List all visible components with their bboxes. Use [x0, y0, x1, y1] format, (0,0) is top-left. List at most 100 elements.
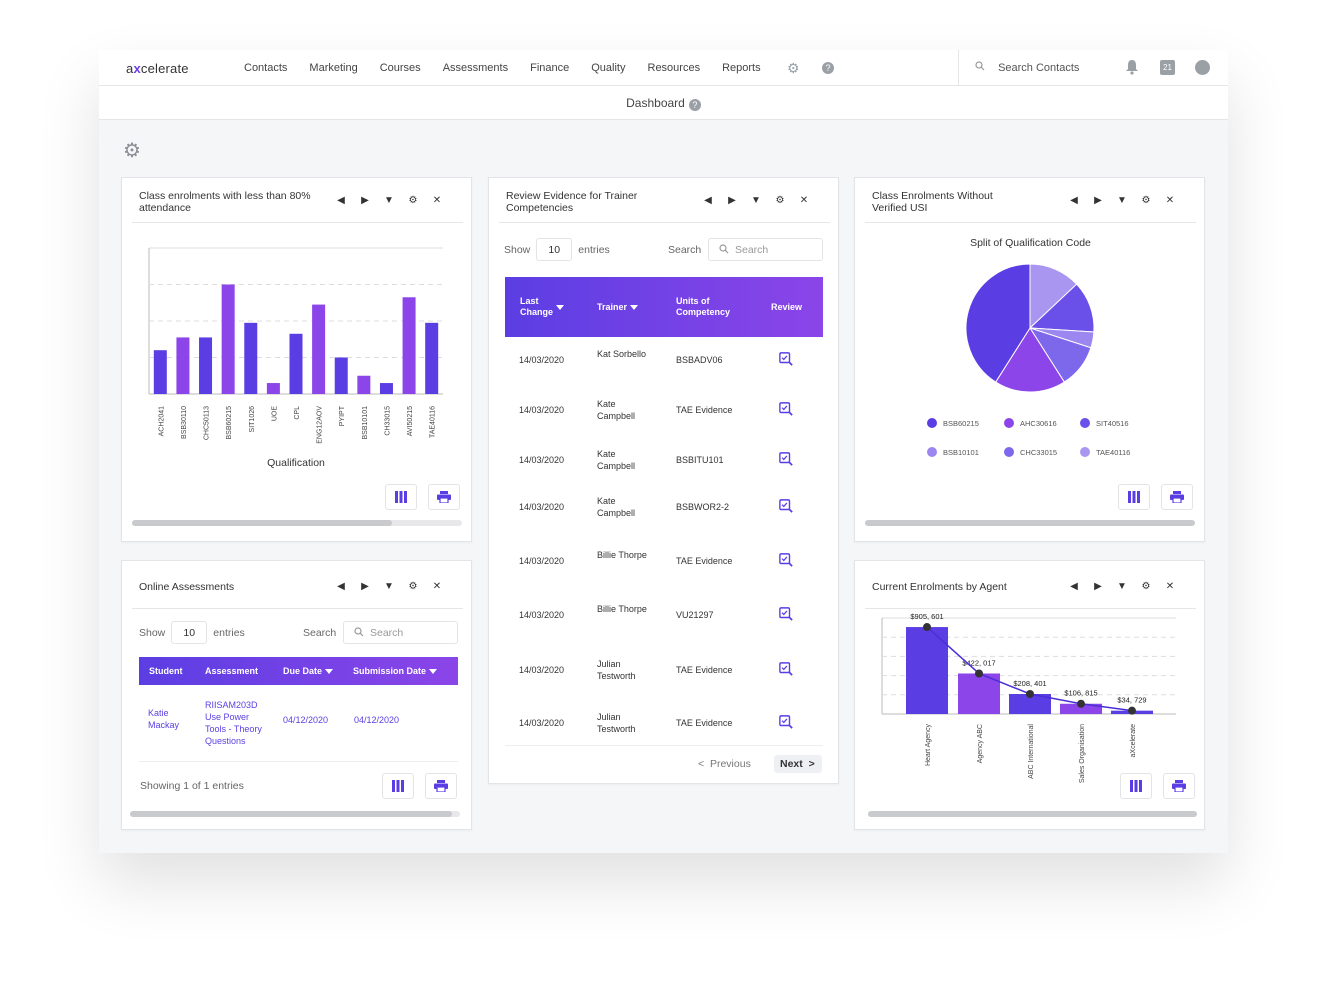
- cell-trainer: Billie Thorpe: [597, 550, 647, 560]
- widget-gear-icon[interactable]: ⚙: [408, 581, 418, 592]
- chevron-down-icon[interactable]: ▼: [384, 581, 394, 592]
- nav-assessments[interactable]: Assessments: [442, 62, 509, 74]
- nav-finance[interactable]: Finance: [530, 62, 570, 74]
- x-tick-label: TAE40116: [430, 406, 437, 438]
- review-icon[interactable]: [779, 715, 793, 729]
- close-icon[interactable]: ✕: [432, 581, 442, 592]
- nav-quality[interactable]: Quality: [591, 62, 626, 74]
- legend-item-AHC30616[interactable]: AHC30616: [1004, 418, 1057, 428]
- review-icon[interactable]: [779, 352, 793, 366]
- chevron-down-icon[interactable]: ▼: [751, 195, 761, 206]
- legend-item-BSB60215[interactable]: BSB60215: [927, 418, 979, 428]
- close-icon[interactable]: ✕: [432, 195, 442, 206]
- legend-item-SIT40516[interactable]: SIT40516: [1080, 418, 1129, 428]
- review-icon[interactable]: [779, 607, 793, 621]
- next-arrow-icon[interactable]: ▶: [1094, 581, 1102, 592]
- columns-icon: [1128, 491, 1140, 503]
- search-icon: [719, 244, 729, 254]
- print-button[interactable]: [425, 773, 457, 799]
- col-assessment[interactable]: Assessment: [205, 666, 259, 676]
- entries-count-select[interactable]: 10: [536, 238, 573, 261]
- review-icon[interactable]: [779, 402, 793, 416]
- col-review[interactable]: Review: [771, 302, 803, 312]
- widget-gear-icon[interactable]: ⚙: [1141, 195, 1151, 206]
- prev-arrow-icon[interactable]: ◀: [337, 195, 345, 206]
- widget-title: Class Enrolments Without Verified USI: [872, 190, 993, 214]
- cell-trainer: Kate Campbell: [597, 399, 636, 421]
- widget-controls: ◀ ▶ ▼ ⚙ ✕: [329, 195, 449, 206]
- dashboard-help-icon[interactable]: ?: [688, 99, 701, 111]
- nav-courses[interactable]: Courses: [379, 62, 421, 74]
- columns-button[interactable]: [1120, 773, 1152, 799]
- next-arrow-icon[interactable]: ▶: [361, 195, 369, 206]
- horizontal-scrollbar[interactable]: [132, 520, 462, 526]
- attendance-bar-chart: ACH2041 BSB30110 CHC50113 BSB60215 SIT1026 UO…: [148, 247, 443, 469]
- nav-reports[interactable]: Reports: [722, 62, 761, 74]
- nav-contacts[interactable]: Contacts: [244, 62, 288, 74]
- data-label: $34, 729: [1117, 696, 1146, 705]
- close-icon[interactable]: ✕: [1165, 581, 1175, 592]
- settings-gear-icon[interactable]: ⚙: [787, 60, 800, 76]
- legend-item-CHC33015[interactable]: CHC33015: [1004, 447, 1057, 457]
- next-arrow-icon[interactable]: ▶: [361, 581, 369, 592]
- widget-gear-icon[interactable]: ⚙: [1141, 581, 1151, 592]
- next-arrow-icon[interactable]: ▶: [728, 195, 736, 206]
- close-icon[interactable]: ✕: [1165, 195, 1175, 206]
- chevron-down-icon[interactable]: ▼: [1117, 581, 1127, 592]
- prev-arrow-icon[interactable]: ◀: [704, 195, 712, 206]
- prev-arrow-icon[interactable]: ◀: [337, 581, 345, 592]
- columns-button[interactable]: [385, 484, 417, 510]
- prev-page-button[interactable]: < Previous: [698, 758, 751, 770]
- col-last-change[interactable]: Last Change: [520, 296, 570, 318]
- student-name-link[interactable]: Katie Mackay: [148, 708, 180, 730]
- sort-caret-icon[interactable]: [553, 302, 564, 313]
- legend-item-TAE40116[interactable]: TAE40116: [1080, 447, 1130, 457]
- prev-arrow-icon[interactable]: ◀: [1070, 581, 1078, 592]
- entries-count-select[interactable]: 10: [171, 621, 208, 644]
- next-arrow-icon[interactable]: ▶: [1094, 195, 1102, 206]
- table-search-input[interactable]: Search: [343, 621, 458, 644]
- widget-attendance: Class enrolments with less than 80% atte…: [121, 177, 472, 542]
- col-trainer[interactable]: Trainer: [597, 302, 639, 313]
- next-page-button[interactable]: Next >: [774, 755, 822, 773]
- bar-ACH2041: [153, 350, 167, 394]
- review-icon[interactable]: [779, 553, 793, 567]
- nav-resources[interactable]: Resources: [647, 62, 701, 74]
- print-button[interactable]: [428, 484, 460, 510]
- calendar-icon[interactable]: 21: [1160, 60, 1175, 75]
- horizontal-scrollbar[interactable]: [868, 811, 1197, 817]
- trend-point: [1077, 699, 1085, 708]
- col-submission-date[interactable]: Submission Date: [353, 666, 438, 677]
- col-units[interactable]: Units of Competency: [676, 296, 731, 317]
- close-icon[interactable]: ✕: [799, 195, 809, 206]
- col-due-date[interactable]: Due Date: [283, 666, 334, 677]
- bar-Agency ABC: [958, 673, 1000, 714]
- legend-item-BSB10101[interactable]: BSB10101: [927, 447, 979, 457]
- chevron-down-icon[interactable]: ▼: [1117, 195, 1127, 206]
- widget-gear-icon[interactable]: ⚙: [775, 195, 785, 206]
- dashboard-settings-gear-icon[interactable]: ⚙: [123, 140, 141, 162]
- columns-button[interactable]: [1118, 484, 1150, 510]
- col-student[interactable]: Student: [149, 666, 183, 676]
- print-button[interactable]: [1161, 484, 1193, 510]
- x-tick-label: BSB30110: [181, 406, 188, 439]
- review-icon[interactable]: [779, 662, 793, 676]
- table-search-input[interactable]: Search: [708, 238, 823, 261]
- widget-gear-icon[interactable]: ⚙: [408, 195, 418, 206]
- review-icon[interactable]: [779, 499, 793, 513]
- help-icon[interactable]: ?: [822, 62, 834, 74]
- user-avatar-icon[interactable]: [1195, 60, 1210, 75]
- columns-button[interactable]: [382, 773, 414, 799]
- contacts-search[interactable]: Search Contacts: [975, 61, 1079, 74]
- legend-label: CHC33015: [1020, 448, 1058, 457]
- axcelerate-logo[interactable]: axcelerate: [126, 61, 189, 76]
- print-button[interactable]: [1163, 773, 1195, 799]
- horizontal-scrollbar[interactable]: [865, 520, 1195, 526]
- horizontal-scrollbar[interactable]: [130, 811, 460, 817]
- assessment-link[interactable]: RIISAM203D Use Power Tools - Theory Ques…: [205, 700, 262, 746]
- prev-arrow-icon[interactable]: ◀: [1070, 195, 1078, 206]
- nav-marketing[interactable]: Marketing: [309, 62, 358, 74]
- notification-bell-icon[interactable]: [1125, 59, 1139, 80]
- review-icon[interactable]: [779, 452, 793, 466]
- chevron-down-icon[interactable]: ▼: [384, 195, 394, 206]
